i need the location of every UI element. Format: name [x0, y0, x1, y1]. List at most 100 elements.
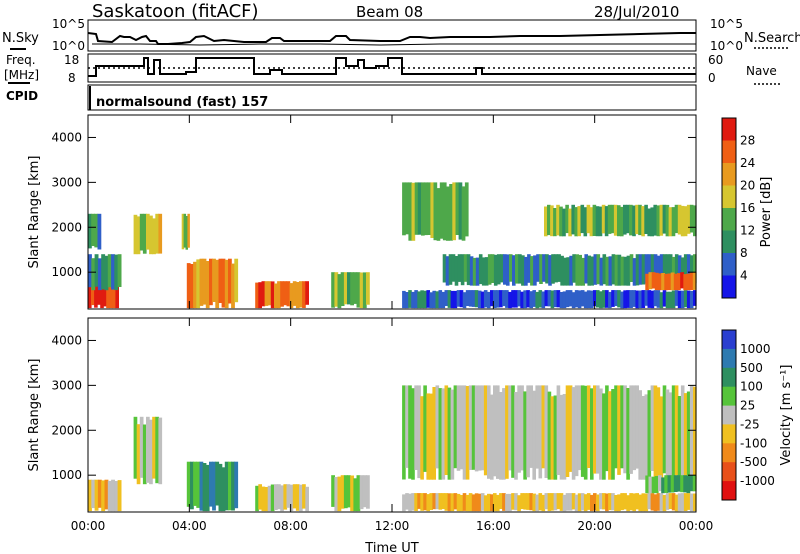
echo-cell: [468, 290, 473, 307]
echo-cell: [224, 461, 229, 511]
echo-cell: [553, 493, 558, 511]
x-tick-label: 00:00: [679, 519, 714, 533]
echo-cell: [347, 272, 351, 305]
echo-cell: [136, 424, 141, 485]
echo-cell: [477, 385, 482, 471]
echo-cell: [94, 213, 99, 248]
echo-cell: [674, 385, 679, 476]
nave-tick-bottom: 0: [708, 71, 716, 85]
echo-cell: [414, 385, 418, 470]
echo-cell: [499, 392, 503, 480]
nsearch-tick-bottom: 10^0: [710, 39, 743, 53]
echo-cell: [571, 493, 576, 510]
echo-cell: [673, 273, 678, 291]
echo-cell: [544, 206, 548, 237]
echo-cell: [402, 494, 406, 512]
colorbar-tick-label: 20: [740, 179, 755, 193]
echo-cell: [107, 480, 112, 512]
echo-cell: [426, 494, 430, 512]
echo-cell: [408, 290, 412, 308]
echo-cell: [605, 256, 610, 286]
echo-cell: [286, 484, 291, 508]
echo-cell: [592, 204, 597, 236]
echo-cell: [560, 255, 564, 286]
echo-cell: [451, 254, 456, 282]
echo-cell: [414, 182, 419, 235]
echo-cell: [545, 254, 549, 284]
echo-cell: [659, 396, 664, 480]
echo-cell: [551, 254, 555, 284]
echo-cell: [647, 390, 652, 480]
echo-cell: [526, 493, 530, 510]
echo-cell: [505, 493, 509, 512]
echo-cell: [142, 213, 147, 254]
echo-cell: [104, 479, 109, 510]
echo-cell: [556, 385, 561, 475]
echo-cell: [568, 208, 572, 237]
echo-cell: [133, 214, 138, 255]
echo-cell: [541, 494, 546, 512]
echo-cell: [680, 272, 684, 289]
echo-cell: [578, 254, 582, 286]
echo-cell: [149, 419, 153, 485]
echo-cell: [662, 494, 667, 512]
echo-cell: [535, 385, 539, 469]
echo-cell: [508, 291, 512, 309]
echo-cell: [508, 385, 512, 471]
echo-cell: [532, 290, 536, 307]
echo-cell: [614, 385, 618, 469]
echo-cell: [602, 393, 606, 480]
date-title: 28/Jul/2010: [594, 3, 679, 21]
echo-cell: [547, 391, 552, 480]
echo-cell: [205, 261, 210, 309]
echo-cell: [611, 290, 615, 307]
echo-cell: [283, 281, 288, 306]
echo-cell: [277, 484, 281, 510]
echo-cell: [340, 475, 345, 509]
echo-cell: [234, 461, 239, 509]
echo-cell: [598, 206, 603, 237]
echo-cell: [503, 254, 507, 285]
echo-cell: [632, 493, 636, 512]
echo-cell: [574, 494, 579, 512]
x-tick-label: 16:00: [476, 519, 511, 533]
echo-cell: [635, 385, 639, 469]
echo-cell: [331, 475, 335, 507]
echo-cell: [402, 182, 406, 236]
echo-cell: [562, 394, 567, 480]
echo-cell: [500, 254, 504, 283]
colorbar-swatch: [722, 163, 736, 186]
echo-cell: [683, 475, 688, 493]
echo-cell: [626, 290, 630, 308]
echo-cell: [514, 493, 518, 511]
echo-cell: [680, 475, 684, 493]
echo-cell: [420, 396, 424, 480]
echo-cell: [439, 182, 444, 239]
echo-cell: [553, 290, 558, 308]
echo-cell: [674, 494, 679, 512]
echo-cell: [502, 388, 506, 480]
echo-cell: [299, 484, 303, 512]
echo-cell: [644, 290, 649, 306]
echo-cell: [617, 205, 621, 237]
echo-cell: [480, 493, 485, 511]
echo-cell: [261, 486, 266, 512]
echo-cell: [362, 475, 367, 508]
echo-cell: [665, 204, 670, 237]
echo-cell: [109, 276, 113, 309]
y-tick-label: 4000: [51, 333, 82, 347]
echo-cell: [114, 254, 119, 291]
echo-cell: [496, 385, 500, 479]
echo-cell: [438, 388, 443, 480]
echo-cell: [221, 467, 226, 512]
echo-cell: [632, 385, 636, 471]
echo-cell: [692, 475, 697, 492]
echo-cell: [474, 290, 479, 308]
echo-cell: [623, 385, 627, 474]
echo-cell: [683, 254, 688, 284]
echo-cell: [610, 204, 615, 234]
echo-cell: [91, 258, 96, 291]
echo-cell: [490, 394, 494, 480]
echo-cell: [331, 272, 335, 308]
echo-cell: [444, 493, 449, 511]
